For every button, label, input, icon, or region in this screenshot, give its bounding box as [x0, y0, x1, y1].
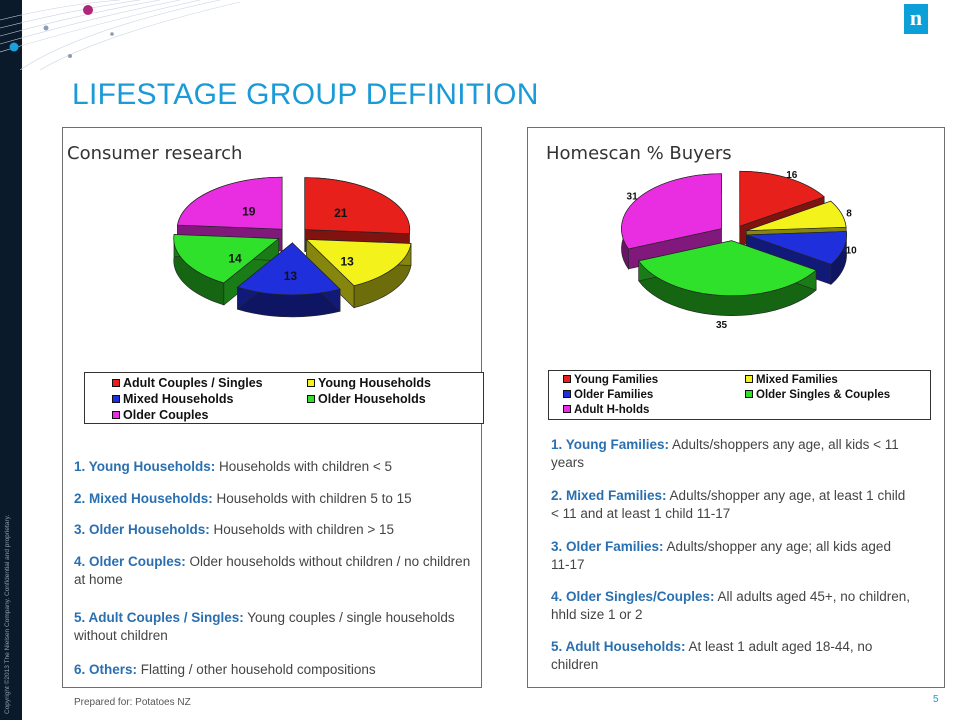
legend-item: Adult H-holds [563, 404, 649, 416]
legend-item: Adult Couples / Singles [112, 376, 263, 390]
definition-item: 1. Young Households: Households with chi… [74, 459, 392, 474]
panel-title: Homescan % Buyers [546, 143, 732, 164]
prepared-for-footer: Prepared for: Potatoes NZ [74, 697, 191, 708]
chart-legend: Young Families Mixed Families Older Fami… [548, 370, 931, 420]
definition-item: 4. Older Singles/Couples: All adults age… [551, 589, 911, 622]
legend-swatch [112, 395, 120, 403]
legend-swatch [307, 379, 315, 387]
pie-data-label: 13 [284, 269, 298, 283]
definition-item: 2. Mixed Families: Adults/shopper any ag… [551, 488, 906, 521]
definition-item: 4. Older Couples: Older households witho… [74, 554, 471, 587]
legend-swatch [563, 405, 571, 413]
definition-item: 2. Mixed Households: Households with chi… [74, 491, 412, 506]
definition-item: 1. Young Families: Adults/shoppers any a… [551, 437, 899, 470]
pie-data-label: 31 [627, 191, 639, 202]
consumer-research-panel: Consumer research 21 13 13 14 19 Adult Coupl… [62, 127, 484, 688]
definition-item: 5. Adult Couples / Singles: Young couple… [74, 610, 455, 643]
pie-slice [236, 242, 341, 318]
definition-item: 3. Older Households: Households with chi… [74, 522, 395, 537]
definition-item: 3. Older Families: Adults/shopper any ag… [551, 539, 891, 572]
deco-dot-magenta [83, 5, 93, 15]
page-title: LIFESTAGE GROUP DEFINITION [72, 78, 539, 111]
left-strip [0, 0, 22, 720]
consumer-research-pie-chart: 21 13 13 14 19 [173, 176, 412, 318]
legend-item: Mixed Households [112, 392, 233, 406]
decorative-network-graphic [0, 0, 240, 70]
chart-legend: Adult Couples / Singles Young Households… [84, 372, 484, 424]
panel-title: Consumer research [67, 143, 243, 164]
legend-swatch [745, 390, 753, 398]
homescan-buyers-panel: Homescan % Buyers 16 8 10 35 31 Young Famili… [527, 127, 945, 688]
page-number: 5 [933, 694, 939, 705]
homescan-pie-chart: 16 8 10 35 31 [621, 170, 858, 331]
pie-data-label: 14 [228, 251, 242, 265]
legend-item: Older Couples [112, 408, 208, 422]
legend-item: Older Households [307, 392, 426, 406]
legend-item: Older Families [563, 389, 653, 401]
pie-data-label: 16 [786, 170, 798, 181]
pie-data-label: 8 [846, 208, 852, 219]
legend-swatch [563, 375, 571, 383]
legend-swatch [563, 390, 571, 398]
copyright-notice: Copyright ©2013 The Nielsen Company. Con… [4, 514, 11, 714]
legend-swatch [745, 375, 753, 383]
pie-slice [305, 238, 412, 309]
legend-item: Young Families [563, 374, 658, 386]
pie-slice [638, 240, 817, 316]
legend-swatch [307, 395, 315, 403]
pie-data-label: 19 [242, 204, 256, 218]
pie-data-label: 10 [846, 246, 858, 257]
nielsen-logo: n [904, 4, 928, 34]
legend-swatch [112, 379, 120, 387]
pie-data-label: 35 [716, 320, 728, 331]
legend-item: Young Households [307, 376, 431, 390]
legend-item: Older Singles & Couples [745, 389, 890, 401]
pie-data-label: 21 [334, 206, 348, 220]
legend-swatch [112, 411, 120, 419]
definition-item: 5. Adult Households: At least 1 adult ag… [551, 639, 873, 672]
deco-dot-blue [9, 42, 19, 52]
legend-item: Mixed Families [745, 374, 838, 386]
pie-data-label: 13 [340, 255, 354, 269]
pie-slice [173, 234, 280, 306]
definition-item: 6. Others: Flatting / other household co… [74, 662, 376, 677]
